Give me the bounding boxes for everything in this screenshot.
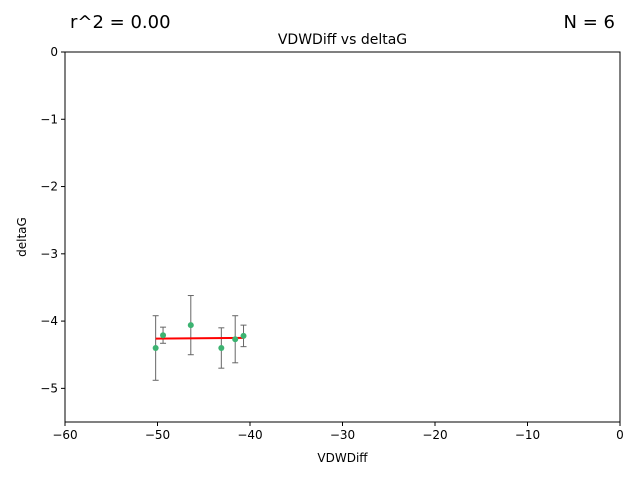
y-axis-label: deltaG	[15, 217, 29, 257]
x-tick-label: −10	[515, 428, 540, 442]
chart-title: VDWDiff vs deltaG	[278, 32, 407, 48]
x-tick-label: −50	[145, 428, 170, 442]
plot-area	[152, 295, 247, 381]
x-tick-label: −60	[52, 428, 77, 442]
x-tick-label: −30	[330, 428, 355, 442]
y-axis: 0 −1 −2 −3 −4 −5	[40, 45, 65, 395]
data-point	[232, 336, 239, 343]
y-tick-label: −3	[40, 247, 58, 261]
data-point	[160, 332, 167, 339]
y-tick-label: 0	[50, 45, 58, 59]
data-point	[187, 322, 194, 329]
x-tick-label: 0	[616, 428, 624, 442]
data-point	[218, 345, 225, 351]
y-tick-label: −2	[40, 180, 58, 194]
x-axis-label: VDWDiff	[317, 451, 368, 465]
sample-count-label: N = 6	[563, 12, 615, 33]
x-axis: −60 −50 −40 −30 −20 −10 0	[52, 422, 624, 442]
data-point	[152, 345, 159, 351]
y-tick-label: −4	[40, 314, 58, 328]
r-squared-label: r^2 = 0.00	[70, 12, 171, 33]
x-tick-label: −40	[237, 428, 262, 442]
x-tick-label: −20	[422, 428, 447, 442]
y-tick-label: −1	[40, 112, 58, 126]
data-point	[240, 332, 247, 339]
y-tick-label: −5	[40, 381, 58, 395]
plot-frame	[64, 51, 621, 423]
fit-line	[155, 336, 244, 340]
